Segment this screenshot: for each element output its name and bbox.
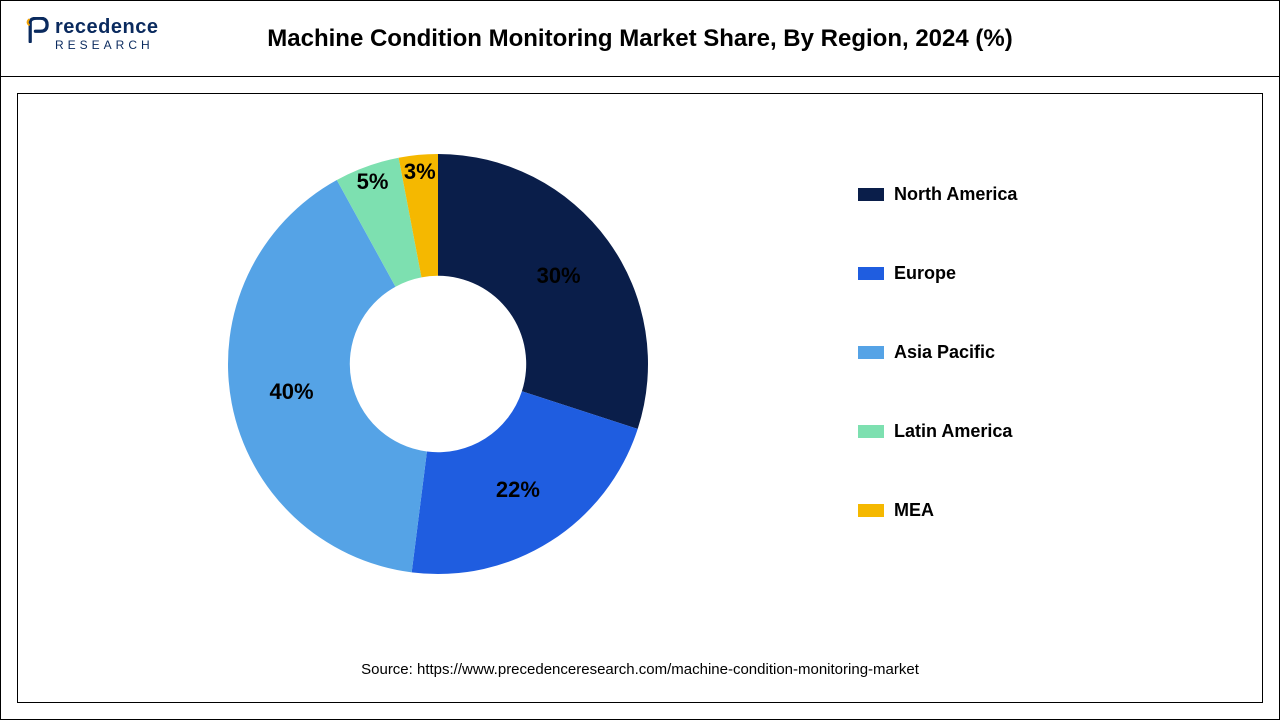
slice-label: 22% xyxy=(496,477,540,503)
brand-logo: recedence RESEARCH xyxy=(25,17,158,51)
legend-swatch xyxy=(858,346,884,359)
legend-item: Asia Pacific xyxy=(858,342,1017,363)
legend-label: Asia Pacific xyxy=(894,342,995,363)
logo-p-icon xyxy=(25,17,51,43)
slice-label: 40% xyxy=(270,379,314,405)
legend-swatch xyxy=(858,267,884,280)
source-text: Source: https://www.precedenceresearch.c… xyxy=(18,661,1262,678)
legend-label: Latin America xyxy=(894,421,1012,442)
legend-item: MEA xyxy=(858,500,1017,521)
donut-svg xyxy=(218,144,658,584)
donut-chart: 30% 22% 40% 5% 3% xyxy=(218,144,658,584)
legend-swatch xyxy=(858,188,884,201)
logo-sub-text: RESEARCH xyxy=(55,39,158,51)
legend-label: Europe xyxy=(894,263,956,284)
chart-area: 30% 22% 40% 5% 3% North America Europe Asia Pa… xyxy=(17,93,1263,703)
logo-main-text: recedence xyxy=(55,17,158,37)
donut-slice xyxy=(438,154,648,429)
slice-label: 30% xyxy=(537,263,581,289)
legend-item: North America xyxy=(858,184,1017,205)
legend-item: Latin America xyxy=(858,421,1017,442)
legend-item: Europe xyxy=(858,263,1017,284)
slice-label: 5% xyxy=(357,169,389,195)
legend-label: MEA xyxy=(894,500,934,521)
legend-label: North America xyxy=(894,184,1017,205)
legend-swatch xyxy=(858,425,884,438)
legend-swatch xyxy=(858,504,884,517)
legend: North America Europe Asia Pacific Latin Ame… xyxy=(858,184,1017,521)
chart-title: Machine Condition Monitoring Market Shar… xyxy=(1,25,1279,53)
outer-frame: recedence RESEARCH Machine Condition Mon… xyxy=(0,0,1280,720)
logo-text: recedence RESEARCH xyxy=(55,17,158,51)
slice-label: 3% xyxy=(404,159,436,185)
header-section: recedence RESEARCH Machine Condition Mon… xyxy=(1,1,1279,77)
